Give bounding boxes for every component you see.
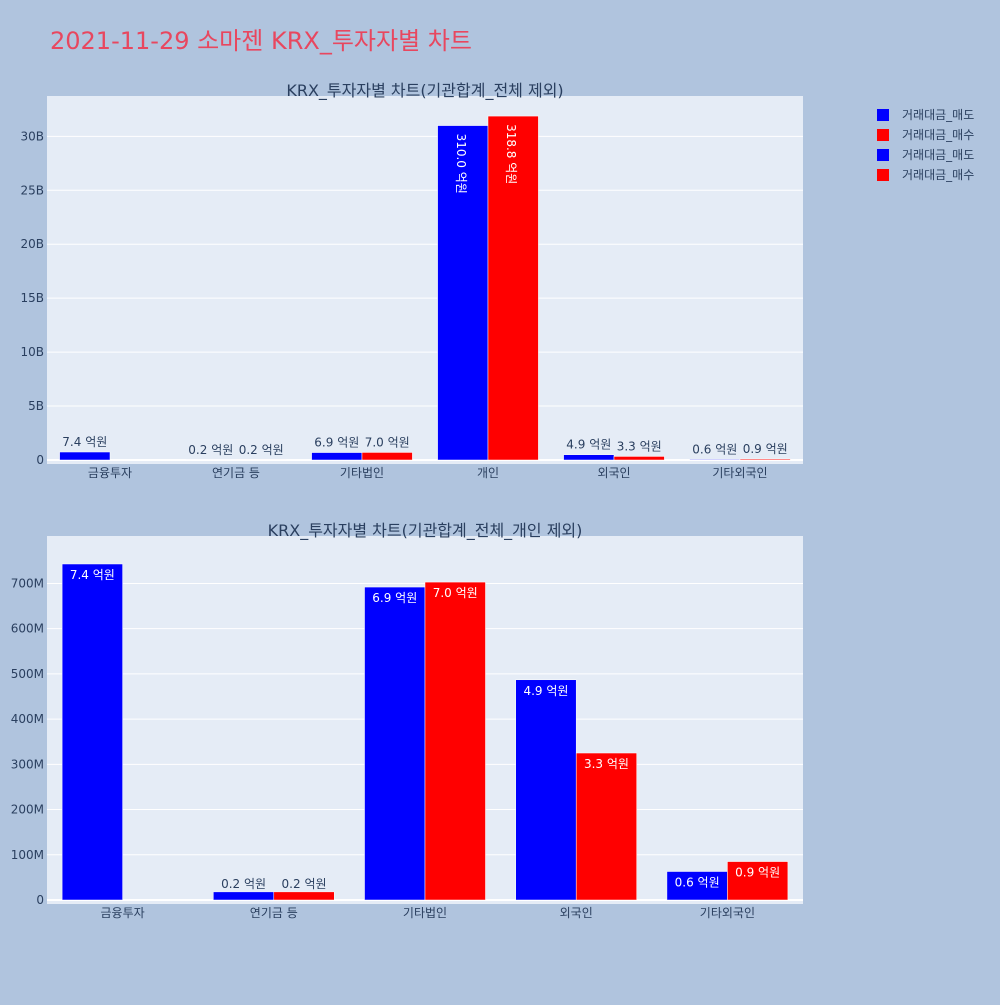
chart-2-y-tick-3: 300M [11,757,44,771]
chart-1-bar-label-1-4: 3.3 억원 [617,439,662,453]
chart-2-bar-1-1 [274,892,334,900]
chart-2-y-tick-6: 600M [11,622,44,636]
chart-1-x-tick-2: 기타법인 [340,466,384,480]
chart-2-y-tick-labels: 0 100M 200M 300M 400M 500M 600M 700M [11,576,44,907]
chart-1: KRX_투자자별 차트(기관합계_전체 제외) 0 5B 10B 15B 20B 25B 3… [20,81,803,480]
chart-1-y-tick-5: 25B [20,183,44,197]
chart-1-bar-label-0-5: 0.6 억원 [692,442,737,456]
chart-2-y-tick-4: 400M [11,712,44,726]
legend-swatch-2 [877,149,889,161]
legend-swatch-1 [877,129,889,141]
chart-2-bar-0-0 [62,564,122,900]
chart-2-x-tick-4: 기타외국인 [700,906,755,920]
chart-1-bar-1-2 [362,452,412,460]
legend-label-0: 거래대금_매도 [902,108,974,122]
chart-1-bar-label-0-0: 7.4 억원 [62,435,107,449]
chart-2-y-tick-7: 700M [11,576,44,590]
chart-2-bar-label-1-4: 0.9 억원 [735,866,780,880]
legend-swatch-0 [877,109,889,121]
chart-1-bar-label-1-3: 318.8 억원 [504,124,518,184]
chart-1-x-tick-5: 기타외국인 [712,466,767,480]
chart-1-y-tick-2: 10B [20,345,44,359]
chart-2-y-tick-2: 200M [11,803,44,817]
chart-1-bar-label-1-2: 7.0 억원 [365,435,410,449]
chart-2-x-tick-1: 연기금 등 [250,906,298,920]
chart-2-x-tick-2: 기타법인 [403,906,447,920]
chart-1-plot-area [47,96,803,464]
chart-1-x-tick-0: 금융투자 [88,466,132,480]
chart-2: KRX_투자자별 차트(기관합계_전체_개인 제외) 0 100M 200M 300M… [11,521,803,920]
chart-2-bar-1-3 [576,753,636,900]
legend-label-3: 거래대금_매수 [902,168,974,182]
chart-2-bar-label-0-1: 0.2 억원 [221,877,266,891]
legend-swatch-3 [877,169,889,181]
chart-1-title: KRX_투자자별 차트(기관합계_전체 제외) [286,81,563,101]
chart-1-x-tick-labels: 금융투자 연기금 등 기타법인 개인 외국인 기타외국인 [88,466,768,480]
chart-2-bar-label-1-1: 0.2 억원 [282,877,327,891]
chart-1-y-tick-1: 5B [28,399,44,413]
chart-2-bar-label-1-3: 3.3 억원 [584,757,629,771]
chart-2-x-tick-0: 금융투자 [101,906,145,920]
chart-2-bar-0-3 [516,680,576,900]
chart-1-y-tick-0: 0 [36,453,44,467]
legend-label-2: 거래대금_매도 [902,148,974,162]
chart-1-bar-label-1-1: 0.2 억원 [239,443,284,457]
chart-2-x-tick-labels: 금융투자 연기금 등 기타법인 외국인 기타외국인 [101,906,755,920]
chart-2-y-tick-5: 500M [11,667,44,681]
chart-2-bar-label-0-3: 4.9 억원 [523,684,568,698]
chart-1-bar-0-0 [60,452,110,460]
chart-2-bar-label-0-0: 7.4 억원 [70,568,115,582]
chart-2-bar-label-1-2: 7.0 억원 [433,586,478,600]
chart-2-y-tick-1: 100M [11,848,44,862]
chart-1-y-tick-labels: 0 5B 10B 15B 20B 25B 30B [20,129,44,467]
chart-2-bar-label-0-2: 6.9 억원 [372,591,417,605]
chart-1-x-tick-1: 연기금 등 [212,466,260,480]
chart-2-bar-0-2 [365,587,425,900]
chart-2-title: KRX_투자자별 차트(기관합계_전체_개인 제외) [268,521,583,541]
chart-2-bar-1-2 [425,582,485,900]
chart-1-bar-1-4 [614,456,664,460]
legend-label-1: 거래대금_매수 [902,128,974,142]
chart-1-bar-0-2 [312,453,362,460]
chart-2-bar-label-0-4: 0.6 억원 [675,876,720,890]
chart-1-bar-1-5 [740,459,790,460]
chart-1-bar-0-4 [564,455,614,460]
chart-1-y-tick-6: 30B [20,129,44,143]
chart-1-bar-0-5 [690,459,740,460]
chart-1-x-tick-4: 외국인 [597,466,630,480]
chart-1-x-tick-3: 개인 [477,466,499,480]
chart-1-y-tick-4: 20B [20,237,44,251]
chart-1-bar-label-0-4: 4.9 억원 [566,438,611,452]
chart-1-bar-label-0-2: 6.9 억원 [314,436,359,450]
chart-2-y-tick-0: 0 [36,893,44,907]
chart-2-bar-0-1 [213,892,273,900]
chart-1-bar-label-0-3: 310.0 억원 [454,134,468,194]
chart-1-y-tick-3: 15B [20,291,44,305]
chart-2-x-tick-3: 외국인 [560,906,593,920]
page-title: 2021-11-29 소마젠 KRX_투자자별 차트 [50,27,472,55]
chart-1-bar-label-0-1: 0.2 억원 [188,443,233,457]
chart-1-bar-label-1-5: 0.9 억원 [743,442,788,456]
